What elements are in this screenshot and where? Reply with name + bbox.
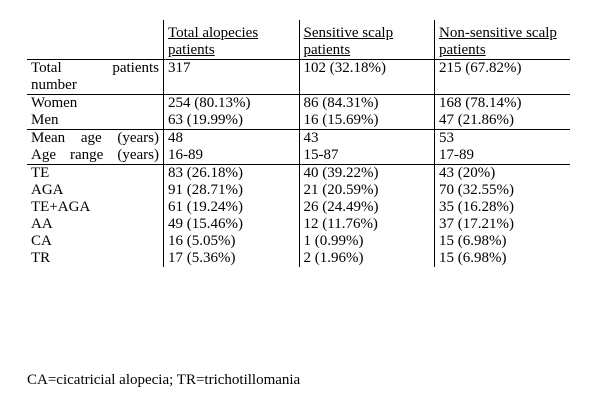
value-cell: 26 (24.49%) <box>298 199 435 216</box>
value-cell: 21 (20.59%) <box>298 182 435 199</box>
table-row: AA 49 (15.46%) 12 (11.76%) 37 (17.21%) <box>27 216 570 233</box>
header-cell: Non-sensitive scalp patients <box>434 20 570 60</box>
table-row: TE 83 (26.18%) 40 (39.22%) 43 (20%) <box>27 164 570 182</box>
row-label: TE <box>27 164 164 182</box>
value-cell: 43 <box>298 129 435 147</box>
row-label: AA <box>31 216 53 232</box>
row-label: Women <box>27 94 164 112</box>
value-cell: 15 (6.98%) <box>434 250 570 267</box>
table-footnote: CA=cicatricial alopecia; TR=trichotillom… <box>27 372 301 388</box>
row-label: AGA <box>31 182 64 198</box>
value-cell: 70 (32.55%) <box>434 182 570 199</box>
value-cell: 16-89 <box>163 147 299 165</box>
row-label: Total patients number <box>27 59 164 95</box>
value-cell: 12 (11.76%) <box>298 216 435 233</box>
table-row: Age range (years) 16-89 15-87 17-89 <box>27 147 570 165</box>
data-table-container: Total alopecies patients Sensitive scalp … <box>27 20 570 267</box>
value-cell: 1 (0.99%) <box>298 233 435 250</box>
table-row: CA 16 (5.05%) 1 (0.99%) 15 (6.98%) <box>27 233 570 250</box>
row-label: TE+AGA <box>31 199 91 215</box>
value-cell: 102 (32.18%) <box>298 59 435 95</box>
table-row: TR 17 (5.36%) 2 (1.96%) 15 (6.98%) <box>27 250 570 267</box>
value-cell: 317 <box>163 59 299 95</box>
value-cell: 40 (39.22%) <box>298 164 435 182</box>
value-cell: 15 (6.98%) <box>434 233 570 250</box>
table-row: Women 254 (80.13%) 86 (84.31%) 168 (78.14%) <box>27 94 570 112</box>
row-label: Age range (years) <box>31 147 159 163</box>
row-label: TR <box>31 250 51 266</box>
header-row: Total alopecies patients Sensitive scalp … <box>27 20 570 60</box>
alopecia-patients-table: Total alopecies patients Sensitive scalp … <box>27 20 570 267</box>
value-cell: 53 <box>434 129 570 147</box>
value-cell: 35 (16.28%) <box>434 199 570 216</box>
row-label: CA <box>31 233 52 249</box>
value-cell: 15-87 <box>298 147 435 165</box>
table-row: AGA 91 (28.71%) 21 (20.59%) 70 (32.55%) <box>27 182 570 199</box>
row-label: Mean age (years) <box>27 129 164 147</box>
value-cell: 47 (21.86%) <box>434 112 570 130</box>
value-cell: 91 (28.71%) <box>163 182 299 199</box>
value-cell: 215 (67.82%) <box>434 59 570 95</box>
value-cell: 2 (1.96%) <box>298 250 435 267</box>
table-row: Total patients number 317 102 (32.18%) 215 … <box>27 59 570 95</box>
header-cell: Total alopecies patients <box>163 20 299 60</box>
row-label: Men <box>31 112 59 128</box>
value-cell: 16 (5.05%) <box>163 233 299 250</box>
table-row: Mean age (years) 48 43 53 <box>27 129 570 147</box>
value-cell: 37 (17.21%) <box>434 216 570 233</box>
value-cell: 254 (80.13%) <box>163 94 299 112</box>
table-row: Men 63 (19.99%) 16 (15.69%) 47 (21.86%) <box>27 112 570 130</box>
value-cell: 17-89 <box>434 147 570 165</box>
value-cell: 168 (78.14%) <box>434 94 570 112</box>
table-row: TE+AGA 61 (19.24%) 26 (24.49%) 35 (16.28%) <box>27 199 570 216</box>
header-cell <box>27 20 164 60</box>
value-cell: 48 <box>163 129 299 147</box>
value-cell: 63 (19.99%) <box>163 112 299 130</box>
header-cell: Sensitive scalp patients <box>298 20 435 60</box>
value-cell: 61 (19.24%) <box>163 199 299 216</box>
value-cell: 83 (26.18%) <box>163 164 299 182</box>
value-cell: 17 (5.36%) <box>163 250 299 267</box>
value-cell: 16 (15.69%) <box>298 112 435 130</box>
value-cell: 49 (15.46%) <box>163 216 299 233</box>
value-cell: 43 (20%) <box>434 164 570 182</box>
value-cell: 86 (84.31%) <box>298 94 435 112</box>
